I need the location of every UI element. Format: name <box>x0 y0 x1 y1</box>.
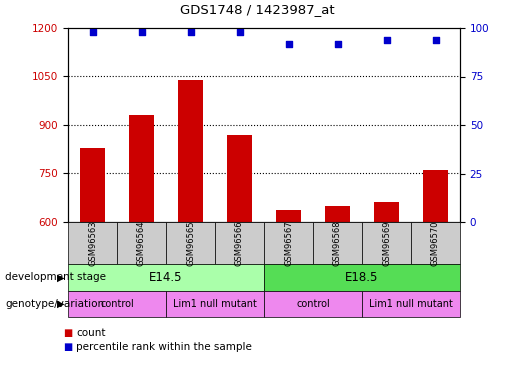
Bar <box>423 170 448 222</box>
Text: E18.5: E18.5 <box>346 271 379 284</box>
Text: ▶: ▶ <box>57 299 64 309</box>
Text: Lim1 null mutant: Lim1 null mutant <box>369 299 453 309</box>
Text: development stage: development stage <box>5 273 106 282</box>
Point <box>138 29 146 35</box>
Text: ■: ■ <box>63 342 73 352</box>
Text: GSM96570: GSM96570 <box>431 220 440 266</box>
Bar <box>374 202 399 222</box>
Text: genotype/variation: genotype/variation <box>5 299 104 309</box>
Point <box>382 37 390 43</box>
Text: GDS1748 / 1423987_at: GDS1748 / 1423987_at <box>180 3 335 16</box>
Bar <box>129 115 154 222</box>
Bar <box>178 80 203 222</box>
Bar <box>80 148 105 222</box>
Bar <box>227 135 252 222</box>
Text: ■: ■ <box>63 328 73 338</box>
Text: Lim1 null mutant: Lim1 null mutant <box>173 299 257 309</box>
Point <box>333 40 341 46</box>
Point <box>235 29 244 35</box>
Point <box>186 29 195 35</box>
Text: GSM96568: GSM96568 <box>333 220 342 266</box>
Text: GSM96565: GSM96565 <box>186 220 195 266</box>
Text: control: control <box>296 299 330 309</box>
Text: control: control <box>100 299 134 309</box>
Text: count: count <box>76 328 106 338</box>
Bar <box>325 207 350 222</box>
Text: GSM96569: GSM96569 <box>382 220 391 266</box>
Text: percentile rank within the sample: percentile rank within the sample <box>76 342 252 352</box>
Point <box>89 29 97 35</box>
Text: GSM96563: GSM96563 <box>88 220 97 266</box>
Text: E14.5: E14.5 <box>149 271 183 284</box>
Bar <box>276 210 301 222</box>
Text: ▶: ▶ <box>57 273 64 282</box>
Text: GSM96567: GSM96567 <box>284 220 293 266</box>
Point <box>432 37 440 43</box>
Text: GSM96566: GSM96566 <box>235 220 244 266</box>
Text: GSM96564: GSM96564 <box>137 220 146 266</box>
Point <box>284 40 293 46</box>
